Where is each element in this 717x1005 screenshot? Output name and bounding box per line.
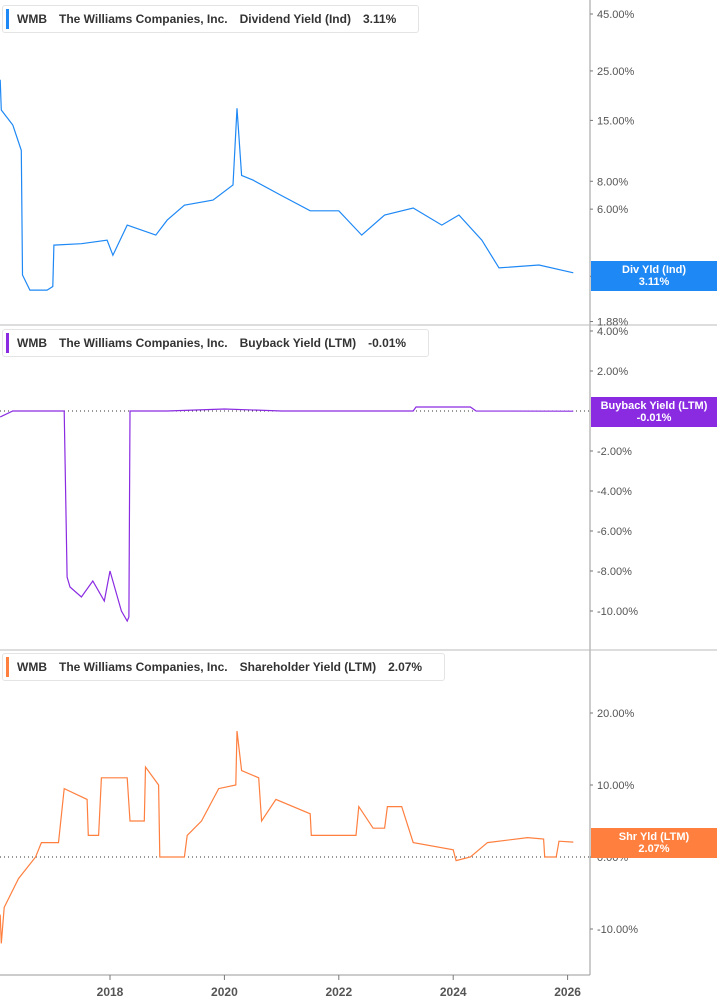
y-tick-label: 25.00% — [597, 66, 635, 78]
legend-company: The Williams Companies, Inc. — [59, 660, 228, 674]
y-tick-label: -10.00% — [597, 924, 638, 936]
y-tick-label: 15.00% — [597, 115, 635, 127]
last-value-tag-shareholder: Shr Yld (LTM) 2.07% — [591, 828, 717, 858]
legend-value: 2.07% — [388, 660, 423, 674]
last-value-tag-dividend: Div Yld (Ind) 3.11% — [591, 261, 717, 291]
legend-dividend-yield: WMB The Williams Companies, Inc. Dividend … — [2, 5, 420, 33]
y-tick-label: 2.00% — [597, 366, 628, 378]
y-tick-label: 4.00% — [597, 326, 628, 338]
legend-shareholder-yield: WMB The Williams Companies, Inc. Sharehold… — [2, 653, 446, 681]
legend-metric: Dividend Yield (Ind) — [239, 12, 351, 26]
x-tick-label: 2026 — [554, 985, 581, 999]
x-tick-label: 2022 — [325, 985, 352, 999]
last-value-tag-buyback: Buyback Yield (LTM) -0.01% — [591, 397, 717, 427]
legend-metric: Shareholder Yield (LTM) — [239, 660, 377, 674]
y-tick-label: -4.00% — [597, 486, 632, 498]
legend-buyback-yield: WMB The Williams Companies, Inc. Buyback Y… — [2, 329, 430, 357]
series-line-1 — [0, 406, 574, 623]
legend-company: The Williams Companies, Inc. — [59, 12, 228, 26]
y-tick-label: 45.00% — [597, 9, 635, 21]
legend-value: -0.01% — [368, 336, 407, 350]
y-tick-label: 10.00% — [597, 780, 635, 792]
legend-ticker: WMB — [17, 336, 47, 350]
legend-company: The Williams Companies, Inc. — [59, 336, 228, 350]
legend-value: 3.11% — [362, 12, 397, 26]
legend-metric: Buyback Yield (LTM) — [239, 336, 357, 350]
y-tick-label: 8.00% — [597, 176, 628, 188]
y-tick-label: -6.00% — [597, 526, 632, 538]
legend-ticker: WMB — [17, 660, 47, 674]
y-tick-label: 1.88% — [597, 317, 628, 329]
y-tick-label: 20.00% — [597, 708, 635, 720]
x-tick-label: 2024 — [440, 985, 467, 999]
y-tick-label: 6.00% — [597, 204, 628, 216]
y-tick-label: -10.00% — [597, 606, 638, 618]
y-tick-label: -8.00% — [597, 566, 632, 578]
y-tick-label: -2.00% — [597, 446, 632, 458]
x-tick-label: 2020 — [211, 985, 238, 999]
series-line-0 — [0, 79, 574, 291]
legend-ticker: WMB — [17, 12, 47, 26]
x-tick-label: 2018 — [97, 985, 124, 999]
series-line-2 — [0, 730, 574, 944]
